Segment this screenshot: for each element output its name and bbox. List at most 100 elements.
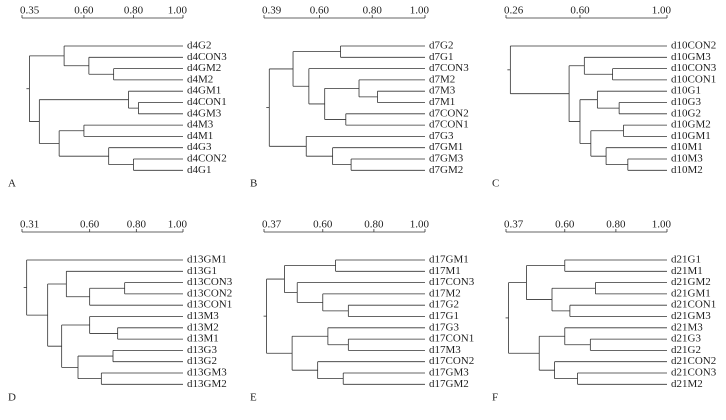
x-tick-label: 1.00 — [168, 219, 188, 231]
leaf-label: d4CON3 — [187, 51, 227, 63]
x-tick-label: 0.60 — [313, 219, 333, 231]
dendrogram-branch — [589, 338, 667, 351]
dendrogram-branch — [509, 45, 667, 95]
dendrogram-branch — [63, 45, 183, 67]
dendrogram-branch — [554, 361, 667, 380]
dendrogram-branch — [124, 282, 183, 295]
leaf-label: d21CON3 — [671, 367, 717, 379]
leaf-label: d17M2 — [429, 287, 461, 299]
dendrogram-branch — [38, 99, 129, 144]
dendrogram-branch — [568, 65, 585, 122]
dendrogram-branch — [26, 259, 183, 316]
leaf-label: d21GM3 — [671, 310, 711, 322]
x-tick-label: 0.80 — [364, 219, 384, 231]
leaf-label: d7GM3 — [429, 153, 464, 165]
x-tick-label: 0.60 — [74, 5, 94, 17]
leaf-label: d13GM3 — [187, 367, 227, 379]
x-tick-label: 0.60 — [310, 5, 330, 17]
leaf-label: d4G3 — [187, 141, 212, 153]
dendrogram-branch — [579, 99, 598, 144]
dendrogram-branch — [88, 56, 183, 75]
dendrogram-branch — [317, 361, 425, 380]
leaf-label: d17M3 — [429, 344, 461, 356]
dendrogram-branch — [377, 90, 425, 103]
dendrogram-branch — [612, 68, 667, 81]
leaf-label: d21M1 — [671, 265, 703, 277]
leaf-label: d21G2 — [671, 344, 701, 356]
x-tick-label: 0.35 — [20, 5, 40, 17]
panel-label: A — [8, 178, 16, 190]
dendrogram-branch — [358, 79, 425, 98]
leaf-label: d7M1 — [429, 96, 455, 108]
dendrogram-branch — [89, 316, 183, 334]
x-tick-label: 0.80 — [363, 5, 383, 17]
leaf-label: d21M2 — [671, 378, 703, 390]
leaf-label: d4M1 — [187, 130, 213, 142]
dendrogram-branch — [268, 68, 307, 147]
leaf-label: d21GM1 — [671, 287, 711, 299]
leaf-label: d10G1 — [671, 85, 701, 97]
leaf-label: d7CON1 — [429, 119, 469, 131]
leaf-label: d10G3 — [671, 96, 701, 108]
dendrogram-branch — [347, 304, 425, 317]
x-tick-label: 1.00 — [410, 219, 430, 231]
leaf-label: d13CON1 — [187, 299, 232, 311]
leaf-label: d13G3 — [187, 344, 217, 356]
dendrogram-branch — [332, 147, 425, 166]
leaf-label: d7GM1 — [429, 141, 463, 153]
x-tick-label: 0.80 — [127, 219, 147, 231]
leaf-label: d4GM3 — [187, 107, 222, 119]
leaf-label: d21CON2 — [671, 355, 716, 367]
x-tick-label: 0.60 — [80, 219, 100, 231]
x-tick-label: 0.37 — [504, 219, 524, 231]
leaf-label: d7M2 — [429, 73, 455, 85]
leaf-label: d13CON3 — [187, 276, 233, 288]
leaf-label: d21GM2 — [671, 276, 711, 288]
dendrogram-branch — [569, 304, 667, 317]
dendrogram-branch — [128, 90, 183, 109]
dendrogram-branch — [89, 287, 183, 306]
leaf-label: d4CON2 — [187, 153, 227, 165]
dendrogram-branch — [627, 158, 667, 171]
leaf-label: d4GM2 — [187, 62, 221, 74]
leaf-label: d17G2 — [429, 299, 459, 311]
dendrogram-branch — [324, 87, 360, 120]
leaf-label: d13M3 — [187, 310, 219, 322]
x-tick-label: 0.31 — [20, 219, 39, 231]
leaf-label: d4M2 — [187, 73, 213, 85]
dendrogram-branch — [305, 136, 425, 157]
leaf-label: d4GM1 — [187, 85, 221, 97]
leaf-label: d21G1 — [671, 254, 701, 266]
leaf-label: d13GM2 — [187, 378, 227, 390]
leaf-label: d7G3 — [429, 130, 454, 142]
x-tick-label: 0.80 — [606, 219, 626, 231]
dendrogram-branch — [138, 102, 183, 115]
dendrogram-branch — [564, 327, 667, 346]
dendrogram-branch — [347, 338, 425, 351]
leaf-label: d17GM2 — [429, 378, 469, 390]
leaf-label: d17M1 — [429, 265, 461, 277]
dendrogram-branch — [590, 130, 624, 157]
leaf-label: d7CON3 — [429, 62, 469, 74]
dendrogram-branch — [61, 324, 90, 368]
x-tick-label: 0.60 — [555, 219, 575, 231]
leaf-label: d13GM1 — [187, 254, 227, 266]
dendrogram-branch — [618, 102, 667, 115]
x-tick-label: 0.39 — [262, 5, 282, 17]
panel-label: C — [492, 178, 499, 190]
dendrogram-branch — [350, 158, 425, 171]
dendrogram-branch — [327, 327, 425, 346]
dendrogram-branch — [345, 113, 425, 126]
dendrogram-branch — [508, 282, 540, 354]
dendrogram-branch — [577, 372, 667, 385]
dendrogram-branch — [47, 283, 67, 347]
leaf-label: d7CON2 — [429, 107, 469, 119]
leaf-label: d7GM2 — [429, 164, 463, 176]
panel-label: E — [250, 392, 257, 404]
x-tick-label: 1.00 — [652, 5, 672, 17]
leaf-label: d10CON2 — [671, 40, 716, 52]
x-tick-label: 0.26 — [504, 5, 524, 17]
dendrogram-branch — [284, 265, 336, 293]
panel-label: D — [8, 392, 16, 404]
